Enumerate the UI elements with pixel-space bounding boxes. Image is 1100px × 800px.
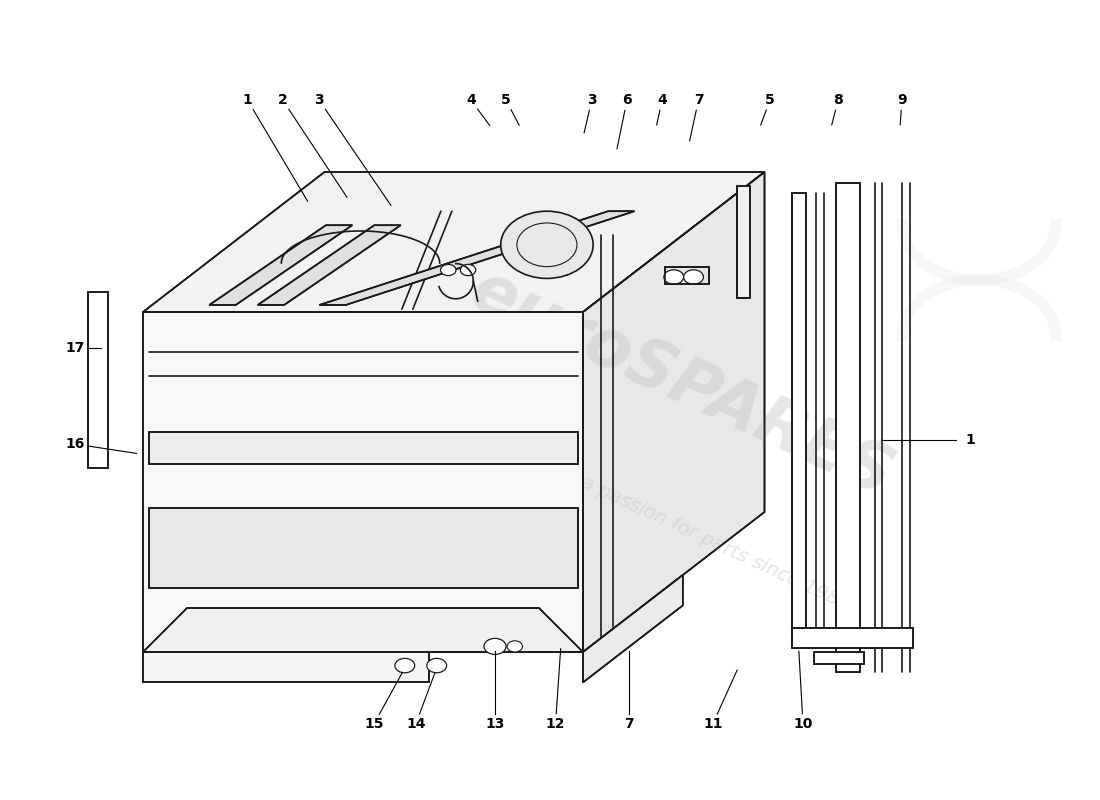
Polygon shape	[88, 292, 108, 468]
Polygon shape	[143, 312, 583, 652]
Polygon shape	[209, 225, 352, 305]
Text: 6: 6	[623, 93, 631, 107]
Polygon shape	[148, 508, 578, 588]
Circle shape	[461, 264, 475, 275]
Text: 9: 9	[898, 93, 906, 107]
Text: 1: 1	[243, 93, 252, 107]
Text: 5: 5	[502, 93, 510, 107]
Text: 2: 2	[278, 93, 287, 107]
Text: 1: 1	[966, 433, 975, 447]
Circle shape	[427, 658, 447, 673]
Text: 15: 15	[364, 717, 384, 731]
Circle shape	[684, 270, 704, 284]
Circle shape	[395, 658, 415, 673]
Circle shape	[484, 638, 506, 654]
Text: 7: 7	[694, 93, 703, 107]
Polygon shape	[143, 172, 764, 312]
Polygon shape	[257, 225, 400, 305]
Text: 17: 17	[65, 341, 85, 355]
Polygon shape	[737, 186, 750, 298]
Polygon shape	[836, 183, 860, 672]
Text: 5: 5	[766, 93, 774, 107]
Polygon shape	[814, 652, 864, 664]
Text: a passion for parts since 1985: a passion for parts since 1985	[578, 473, 852, 615]
Text: 4: 4	[658, 93, 667, 107]
Text: 7: 7	[625, 717, 634, 731]
Polygon shape	[583, 575, 683, 682]
Circle shape	[507, 641, 522, 652]
Circle shape	[500, 211, 593, 278]
Polygon shape	[583, 172, 764, 652]
Text: euroSPARES: euroSPARES	[460, 258, 904, 510]
Text: 3: 3	[315, 93, 323, 107]
Text: 4: 4	[466, 93, 475, 107]
Polygon shape	[319, 211, 635, 305]
Polygon shape	[792, 628, 913, 648]
Text: 10: 10	[793, 717, 813, 731]
Text: 8: 8	[834, 93, 843, 107]
Text: 16: 16	[65, 437, 85, 451]
Text: 14: 14	[406, 717, 426, 731]
Text: 11: 11	[703, 717, 723, 731]
Polygon shape	[143, 652, 429, 682]
Polygon shape	[148, 432, 578, 464]
Circle shape	[440, 264, 455, 275]
Circle shape	[663, 270, 683, 284]
Text: 12: 12	[546, 717, 565, 731]
Text: 13: 13	[485, 717, 505, 731]
Polygon shape	[664, 267, 708, 284]
Polygon shape	[143, 608, 583, 652]
Polygon shape	[792, 193, 806, 644]
Text: 3: 3	[587, 93, 596, 107]
